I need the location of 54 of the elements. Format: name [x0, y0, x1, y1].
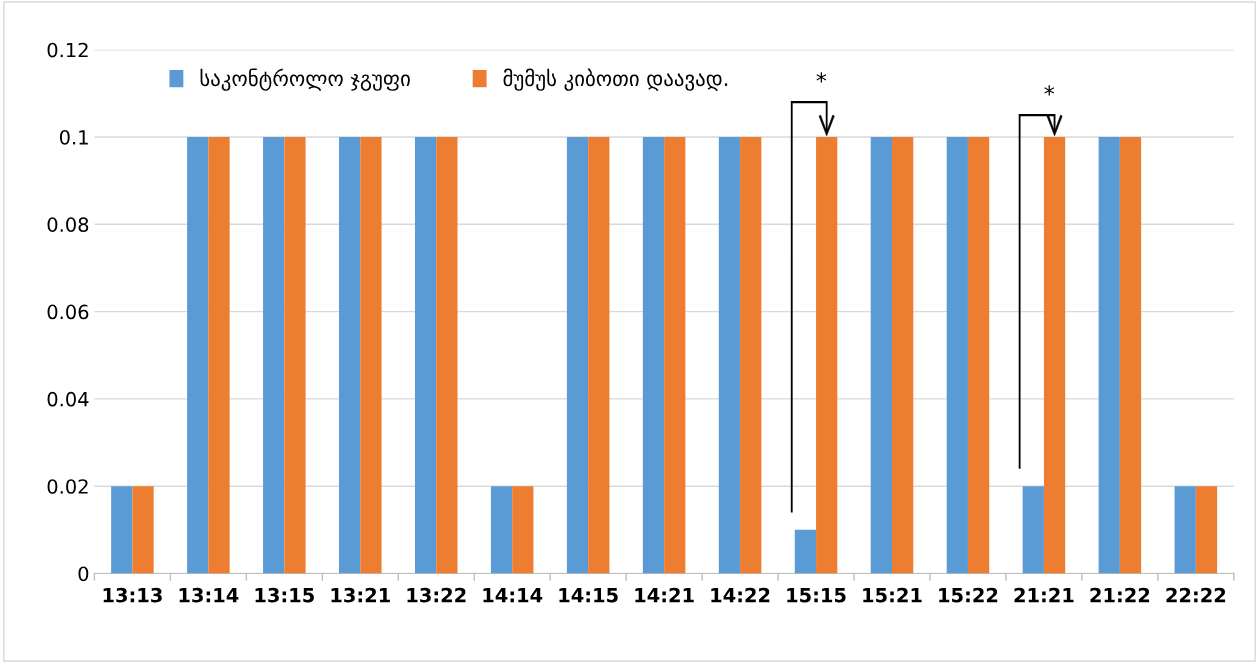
x-tick-label: 13:21: [331, 587, 390, 603]
bar: [132, 486, 154, 574]
bar: [1119, 137, 1142, 574]
legend-label: საკონტროლო ჯგუფი: [200, 68, 410, 91]
y-tick-label: 0.1: [59, 129, 88, 145]
x-tick-label: 14:15: [559, 587, 618, 603]
x-tick-label: 13:13: [103, 587, 162, 603]
x-tick-label: 14:14: [483, 587, 543, 603]
x-tick-label: 22:22: [1166, 587, 1226, 603]
bar: [284, 137, 306, 574]
bar: [588, 137, 610, 574]
x-tick-label: 14:21: [635, 587, 694, 603]
bar: [967, 137, 990, 574]
legend-label: მუმუს კიბოთი დაავად.: [503, 68, 728, 91]
bar: [1174, 486, 1196, 574]
y-tick-label: 0.08: [47, 217, 89, 232]
y-tick-label: 0.12: [47, 42, 88, 58]
bar: [566, 137, 589, 574]
bar: [414, 137, 437, 574]
bar: [870, 137, 892, 574]
bar: [740, 137, 762, 574]
x-tick-label: 14:22: [711, 587, 770, 603]
x-tick-label: 15:21: [863, 587, 922, 603]
y-tick-label: 0: [78, 566, 89, 582]
x-tick-label: 13:14: [179, 587, 239, 603]
x-tick-label: 21:22: [1090, 587, 1150, 603]
bar: [339, 137, 361, 574]
x-tick-label: 15:15: [787, 587, 846, 603]
x-tick-label: 13:22: [407, 587, 466, 603]
bar: [718, 137, 741, 574]
bar: [1022, 486, 1044, 574]
bar: [490, 486, 513, 574]
bar: [512, 486, 534, 574]
bar: [263, 137, 285, 574]
bar: [436, 137, 458, 574]
bar: [360, 137, 382, 574]
bar: [187, 137, 209, 574]
x-tick-label: 21:21: [1014, 587, 1074, 603]
y-tick-label: 0.04: [47, 391, 89, 407]
bar: [642, 137, 665, 574]
bar: [1098, 137, 1120, 574]
x-tick-label: 13:15: [255, 587, 314, 603]
bar: [208, 137, 230, 574]
y-tick-label: 0.02: [47, 479, 88, 494]
x-tick-label: 15:22: [939, 587, 998, 603]
bar: [111, 486, 133, 574]
y-tick-label: 0.06: [47, 304, 89, 320]
bar: [794, 529, 817, 574]
bar: [1195, 486, 1218, 574]
annotation: *: [816, 72, 827, 83]
bar: [892, 137, 914, 574]
bar: [946, 137, 968, 574]
bar: [664, 137, 686, 574]
annotation: *: [1044, 85, 1055, 96]
